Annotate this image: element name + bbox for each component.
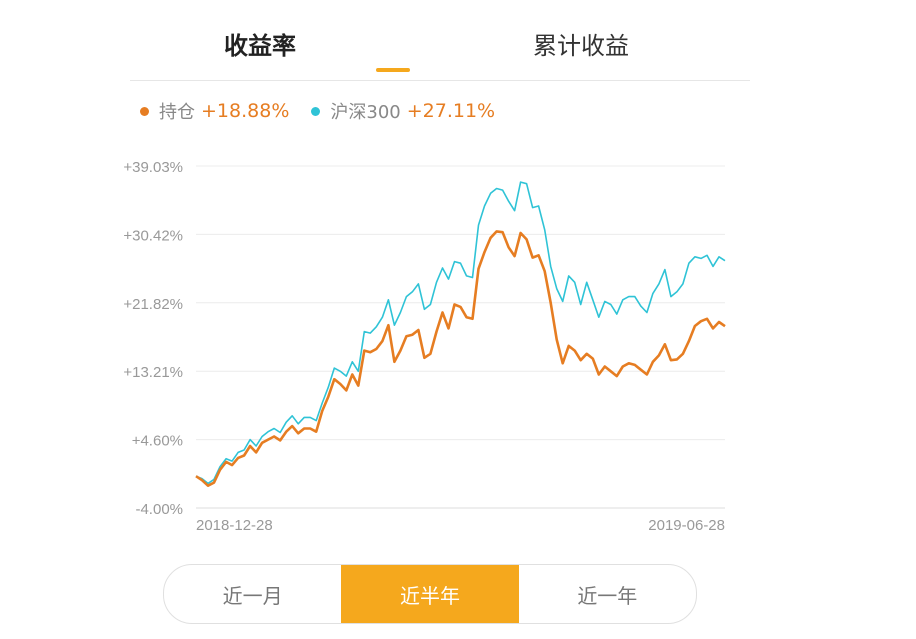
range-button-1-month[interactable]: 近一月 [222,583,283,608]
y-tick-label: +30.42% [123,227,183,244]
holdings-dot-icon [140,106,149,116]
legend-name: 持仓 [159,102,195,123]
y-tick-label: +39.03% [123,159,183,176]
y-tick-label: +4.60% [132,433,183,450]
csi300-dot-icon [311,106,321,116]
legend-name: 沪深300 [330,102,401,123]
legend-item-csi300: 沪深300 +27.11% [311,98,495,124]
legend-item-holdings: 持仓 +18.88% [140,98,289,124]
legend-value: +27.11% [406,100,496,122]
tab-bar: 收益率 累计收益 [130,0,750,81]
tab-yield-rate[interactable]: 收益率 [224,32,296,60]
y-tick-label: +21.82% [123,296,183,313]
active-tab-indicator [376,68,410,72]
series-line-csi300 [195,181,726,485]
chart-legend: 持仓 +18.88% 沪深300 +27.11% [140,98,517,124]
y-tick-label: +13.21% [123,364,183,381]
time-range-selector: 近一月 近半年 近一年 [163,564,697,624]
range-button-6-months[interactable]: 近半年 [341,565,519,623]
range-button-1-year[interactable]: 近一年 [577,583,638,608]
tab-cumulative-return[interactable]: 累计收益 [533,32,629,60]
x-end-label: 2019-06-28 [648,517,725,534]
series-line-holdings [195,230,726,488]
legend-value: +18.88% [201,100,290,122]
x-start-label: 2018-12-28 [196,517,273,534]
y-tick-label: -4.00% [135,501,183,518]
line-chart: +39.03% +30.42% +21.82% +13.21% +4.60% -4.00%… [123,159,726,534]
